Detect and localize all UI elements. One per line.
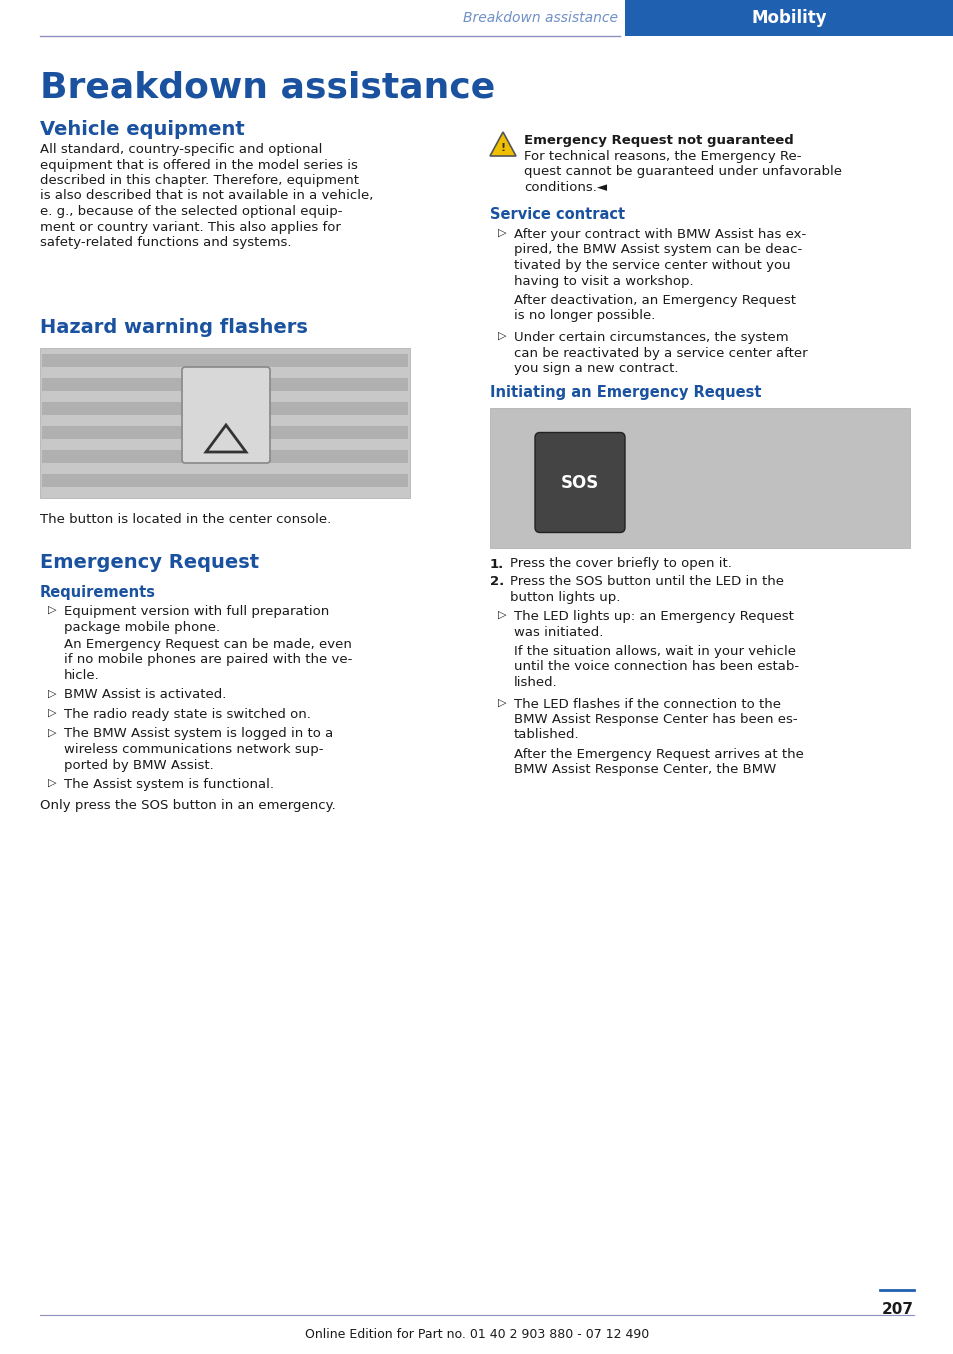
FancyBboxPatch shape: [40, 348, 410, 498]
Text: ment or country variant. This also applies for: ment or country variant. This also appli…: [40, 221, 340, 233]
Text: Only press the SOS button in an emergency.: Only press the SOS button in an emergenc…: [40, 799, 335, 812]
Text: The LED lights up: an Emergency Request: The LED lights up: an Emergency Request: [514, 611, 793, 623]
Text: Emergency Request not guaranteed: Emergency Request not guaranteed: [523, 134, 793, 148]
Text: Equipment version with full preparation: Equipment version with full preparation: [64, 605, 329, 617]
Text: ▷: ▷: [497, 227, 506, 238]
Text: ▷: ▷: [497, 611, 506, 620]
FancyBboxPatch shape: [182, 367, 270, 463]
Text: is also described that is not available in a vehicle,: is also described that is not available …: [40, 190, 373, 203]
Text: ▷: ▷: [48, 688, 56, 699]
Text: 2.: 2.: [490, 575, 504, 588]
Text: ▷: ▷: [497, 697, 506, 708]
Text: ▷: ▷: [497, 330, 506, 341]
Text: BMW Assist Response Center has been es-: BMW Assist Response Center has been es-: [514, 714, 797, 726]
Text: Breakdown assistance: Breakdown assistance: [40, 70, 495, 106]
Text: Press the SOS button until the LED in the: Press the SOS button until the LED in th…: [510, 575, 783, 588]
Text: The Assist system is functional.: The Assist system is functional.: [64, 779, 274, 791]
Text: Service contract: Service contract: [490, 207, 624, 222]
Text: The button is located in the center console.: The button is located in the center cons…: [40, 513, 331, 525]
Text: ported by BMW Assist.: ported by BMW Assist.: [64, 758, 213, 772]
Text: The radio ready state is switched on.: The radio ready state is switched on.: [64, 708, 311, 720]
Text: 207: 207: [882, 1303, 913, 1317]
Text: All standard, country-specific and optional: All standard, country-specific and optio…: [40, 144, 322, 156]
Text: safety-related functions and systems.: safety-related functions and systems.: [40, 236, 292, 249]
FancyBboxPatch shape: [42, 427, 408, 439]
FancyBboxPatch shape: [42, 378, 408, 391]
Text: until the voice connection has been estab-: until the voice connection has been esta…: [514, 661, 799, 673]
Text: ▷: ▷: [48, 727, 56, 738]
FancyBboxPatch shape: [490, 408, 909, 547]
Text: Emergency Request: Emergency Request: [40, 552, 259, 571]
Text: pired, the BMW Assist system can be deac-: pired, the BMW Assist system can be deac…: [514, 244, 801, 256]
Text: if no mobile phones are paired with the ve-: if no mobile phones are paired with the …: [64, 654, 352, 666]
Text: After your contract with BMW Assist has ex-: After your contract with BMW Assist has …: [514, 227, 805, 241]
Text: Vehicle equipment: Vehicle equipment: [40, 121, 245, 139]
Text: button lights up.: button lights up.: [510, 590, 619, 604]
Text: hicle.: hicle.: [64, 669, 100, 682]
Text: If the situation allows, wait in your vehicle: If the situation allows, wait in your ve…: [514, 645, 795, 658]
Text: BMW Assist Response Center, the BMW: BMW Assist Response Center, the BMW: [514, 764, 776, 776]
Text: ▷: ▷: [48, 605, 56, 615]
Polygon shape: [490, 131, 516, 156]
FancyBboxPatch shape: [535, 432, 624, 532]
Text: For technical reasons, the Emergency Re-: For technical reasons, the Emergency Re-: [523, 150, 801, 162]
FancyBboxPatch shape: [42, 450, 408, 463]
Text: Hazard warning flashers: Hazard warning flashers: [40, 318, 308, 337]
Text: is no longer possible.: is no longer possible.: [514, 310, 655, 322]
Text: Mobility: Mobility: [750, 9, 826, 27]
Text: e. g., because of the selected optional equip-: e. g., because of the selected optional …: [40, 204, 342, 218]
Text: Breakdown assistance: Breakdown assistance: [462, 11, 618, 24]
Text: BMW Assist is activated.: BMW Assist is activated.: [64, 688, 226, 701]
Text: can be reactivated by a service center after: can be reactivated by a service center a…: [514, 347, 807, 360]
Text: Initiating an Emergency Request: Initiating an Emergency Request: [490, 386, 760, 401]
Text: The BMW Assist system is logged in to a: The BMW Assist system is logged in to a: [64, 727, 333, 741]
Text: After the Emergency Request arrives at the: After the Emergency Request arrives at t…: [514, 747, 803, 761]
Text: was initiated.: was initiated.: [514, 626, 602, 639]
Text: An Emergency Request can be made, even: An Emergency Request can be made, even: [64, 638, 352, 651]
Text: Press the cover briefly to open it.: Press the cover briefly to open it.: [510, 558, 731, 570]
Text: you sign a new contract.: you sign a new contract.: [514, 362, 678, 375]
FancyBboxPatch shape: [42, 402, 408, 414]
FancyBboxPatch shape: [624, 0, 953, 37]
Text: ▷: ▷: [48, 779, 56, 788]
Text: SOS: SOS: [560, 474, 598, 492]
Text: tivated by the service center without you: tivated by the service center without yo…: [514, 259, 790, 272]
Text: equipment that is offered in the model series is: equipment that is offered in the model s…: [40, 158, 357, 172]
Text: Requirements: Requirements: [40, 585, 156, 600]
Text: quest cannot be guaranteed under unfavorable: quest cannot be guaranteed under unfavor…: [523, 165, 841, 179]
Text: having to visit a workshop.: having to visit a workshop.: [514, 275, 693, 287]
Text: !: !: [500, 144, 505, 153]
FancyBboxPatch shape: [42, 474, 408, 487]
Text: Under certain circumstances, the system: Under certain circumstances, the system: [514, 330, 788, 344]
Text: The LED flashes if the connection to the: The LED flashes if the connection to the: [514, 697, 781, 711]
Text: tablished.: tablished.: [514, 728, 579, 742]
Text: package mobile phone.: package mobile phone.: [64, 620, 220, 634]
Text: wireless communications network sup-: wireless communications network sup-: [64, 743, 323, 756]
Text: Online Edition for Part no. 01 40 2 903 880 - 07 12 490: Online Edition for Part no. 01 40 2 903 …: [305, 1328, 648, 1342]
Text: After deactivation, an Emergency Request: After deactivation, an Emergency Request: [514, 294, 795, 307]
Text: conditions.◄: conditions.◄: [523, 181, 606, 194]
Text: lished.: lished.: [514, 676, 558, 689]
Text: ▷: ▷: [48, 708, 56, 718]
FancyBboxPatch shape: [42, 353, 408, 367]
Text: 1.: 1.: [490, 558, 504, 570]
Text: described in this chapter. Therefore, equipment: described in this chapter. Therefore, eq…: [40, 175, 358, 187]
